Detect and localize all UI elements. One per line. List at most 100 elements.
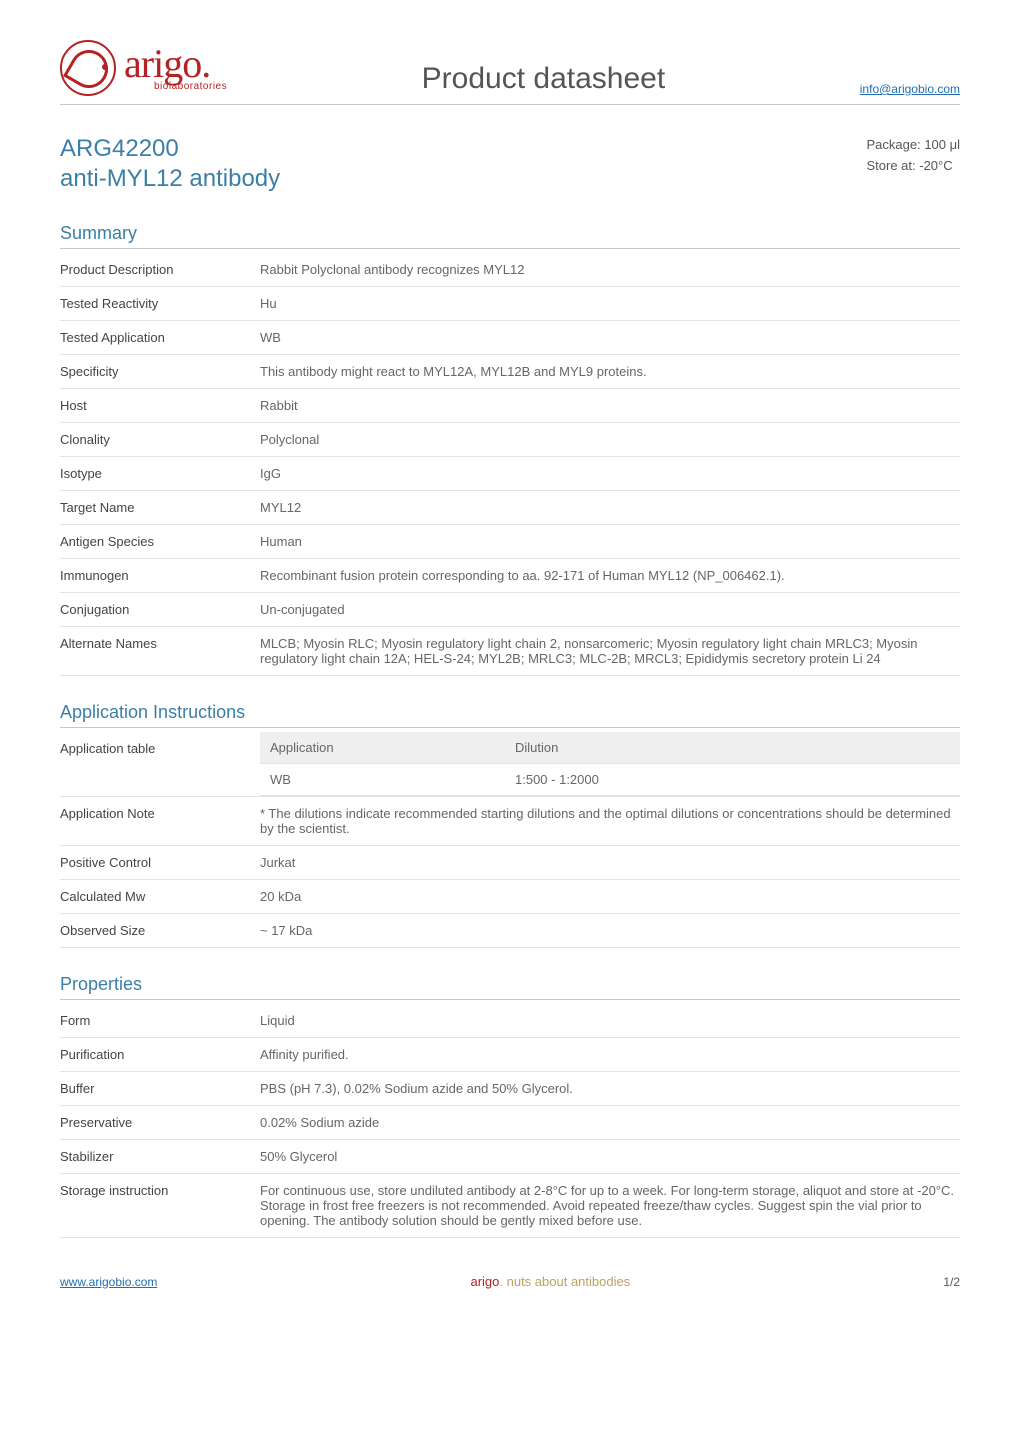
package-size: Package: 100 μl: [867, 135, 961, 156]
application-instructions-heading: Application Instructions: [60, 702, 960, 728]
row-label: Positive Control: [60, 846, 260, 880]
row-label: Application table: [60, 732, 260, 797]
inner-cell-application: WB: [260, 764, 505, 796]
row-label: Preservative: [60, 1106, 260, 1140]
application-instructions-table: Application table Application Dilution W…: [60, 732, 960, 948]
row-label: Storage instruction: [60, 1174, 260, 1238]
row-value: Recombinant fusion protein corresponding…: [260, 559, 960, 593]
row-value: Human: [260, 525, 960, 559]
brand-subtitle: biolaboratories: [154, 82, 227, 92]
row-label: Conjugation: [60, 593, 260, 627]
row-value: IgG: [260, 457, 960, 491]
inner-header-application: Application: [260, 732, 505, 764]
brand-name: arigo.: [124, 44, 227, 84]
table-row: SpecificityThis antibody might react to …: [60, 355, 960, 389]
row-value: MLCB; Myosin RLC; Myosin regulatory ligh…: [260, 627, 960, 676]
catalog-number: ARG42200: [60, 135, 280, 163]
row-label: Host: [60, 389, 260, 423]
inner-data-row: WB 1:500 - 1:2000: [260, 764, 960, 796]
row-value: Jurkat: [260, 846, 960, 880]
datasheet-title: Product datasheet: [227, 62, 860, 96]
row-value: ~ 17 kDa: [260, 914, 960, 948]
brand-name-text: arigo: [124, 41, 201, 86]
table-row: Positive ControlJurkat: [60, 846, 960, 880]
table-row: Alternate NamesMLCB; Myosin RLC; Myosin …: [60, 627, 960, 676]
row-value: 20 kDa: [260, 880, 960, 914]
table-row: BufferPBS (pH 7.3), 0.02% Sodium azide a…: [60, 1072, 960, 1106]
table-row: Observed Size~ 17 kDa: [60, 914, 960, 948]
row-value: WB: [260, 321, 960, 355]
row-value: 50% Glycerol: [260, 1140, 960, 1174]
row-label: Clonality: [60, 423, 260, 457]
product-title-block: ARG42200 anti-MYL12 antibody: [60, 135, 280, 193]
table-row: FormLiquid: [60, 1004, 960, 1038]
row-label: Purification: [60, 1038, 260, 1072]
row-value: * The dilutions indicate recommended sta…: [260, 797, 960, 846]
row-label: Isotype: [60, 457, 260, 491]
row-label: Stabilizer: [60, 1140, 260, 1174]
row-value: For continuous use, store undiluted anti…: [260, 1174, 960, 1238]
row-value: Un-conjugated: [260, 593, 960, 627]
product-header-row: ARG42200 anti-MYL12 antibody Package: 10…: [60, 135, 960, 193]
logo-swirl-icon: [60, 40, 116, 96]
info-email-link[interactable]: info@arigobio.com: [860, 82, 960, 96]
brand-logo: arigo. biolaboratories: [60, 40, 227, 96]
row-value: Polyclonal: [260, 423, 960, 457]
row-value: Hu: [260, 287, 960, 321]
page-header: arigo. biolaboratories Product datasheet…: [60, 40, 960, 105]
properties-heading: Properties: [60, 974, 960, 1000]
inner-header-row: Application Dilution: [260, 732, 960, 764]
table-row: ImmunogenRecombinant fusion protein corr…: [60, 559, 960, 593]
table-row: Tested ApplicationWB: [60, 321, 960, 355]
page-footer: www.arigobio.com arigo. nuts about antib…: [60, 1274, 960, 1289]
row-value: Rabbit Polyclonal antibody recognizes MY…: [260, 253, 960, 287]
application-inner-table-cell: Application Dilution WB 1:500 - 1:2000: [260, 732, 960, 797]
inner-header-dilution: Dilution: [505, 732, 960, 764]
brand-dot: .: [201, 41, 210, 86]
table-row: ConjugationUn-conjugated: [60, 593, 960, 627]
table-row: Application table Application Dilution W…: [60, 732, 960, 797]
summary-table: Product DescriptionRabbit Polyclonal ant…: [60, 253, 960, 676]
table-row: HostRabbit: [60, 389, 960, 423]
table-row: Application Note* The dilutions indicate…: [60, 797, 960, 846]
page-number: 1/2: [943, 1275, 960, 1289]
row-value: Affinity purified.: [260, 1038, 960, 1072]
row-value: This antibody might react to MYL12A, MYL…: [260, 355, 960, 389]
summary-heading: Summary: [60, 223, 960, 249]
table-row: Storage instructionFor continuous use, s…: [60, 1174, 960, 1238]
table-row: Antigen SpeciesHuman: [60, 525, 960, 559]
row-value: MYL12: [260, 491, 960, 525]
table-row: Product DescriptionRabbit Polyclonal ant…: [60, 253, 960, 287]
row-value: Rabbit: [260, 389, 960, 423]
table-row: ClonalityPolyclonal: [60, 423, 960, 457]
row-label: Observed Size: [60, 914, 260, 948]
footer-tagline: arigo. nuts about antibodies: [470, 1274, 630, 1289]
row-label: Buffer: [60, 1072, 260, 1106]
row-label: Calculated Mw: [60, 880, 260, 914]
table-row: IsotypeIgG: [60, 457, 960, 491]
table-row: Tested ReactivityHu: [60, 287, 960, 321]
inner-cell-dilution: 1:500 - 1:2000: [505, 764, 960, 796]
row-value: PBS (pH 7.3), 0.02% Sodium azide and 50%…: [260, 1072, 960, 1106]
row-label: Product Description: [60, 253, 260, 287]
row-value: Liquid: [260, 1004, 960, 1038]
row-label: Form: [60, 1004, 260, 1038]
table-row: Calculated Mw20 kDa: [60, 880, 960, 914]
row-label: Specificity: [60, 355, 260, 389]
row-label: Immunogen: [60, 559, 260, 593]
product-name: anti-MYL12 antibody: [60, 165, 280, 193]
package-info-block: Package: 100 μl Store at: -20°C: [867, 135, 961, 177]
footer-tagline-brand: arigo: [470, 1274, 499, 1289]
row-label: Target Name: [60, 491, 260, 525]
table-row: Preservative0.02% Sodium azide: [60, 1106, 960, 1140]
row-value: 0.02% Sodium azide: [260, 1106, 960, 1140]
row-label: Tested Application: [60, 321, 260, 355]
storage-temp: Store at: -20°C: [867, 156, 961, 177]
row-label: Tested Reactivity: [60, 287, 260, 321]
logo-text-block: arigo. biolaboratories: [124, 44, 227, 92]
table-row: Target NameMYL12: [60, 491, 960, 525]
table-row: Stabilizer50% Glycerol: [60, 1140, 960, 1174]
row-label: Application Note: [60, 797, 260, 846]
footer-site-link[interactable]: www.arigobio.com: [60, 1275, 157, 1289]
row-label: Antigen Species: [60, 525, 260, 559]
